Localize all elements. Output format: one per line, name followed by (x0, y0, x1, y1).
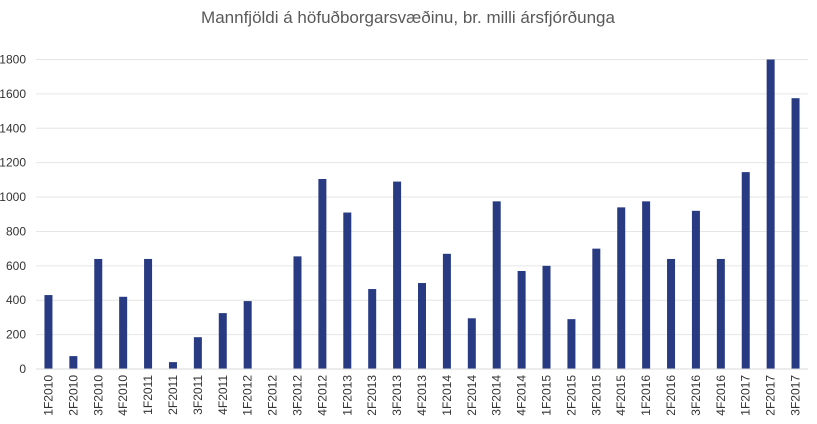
bar-1F2014 (442, 253, 451, 369)
bar-3F2017 (791, 98, 800, 369)
x-tick-label: 2F2016 (664, 375, 678, 416)
x-tick-label: 3F2012 (290, 375, 304, 416)
y-tick-label: 800 (6, 224, 26, 238)
x-tick-label: 4F2011 (216, 375, 230, 415)
bar-1F2013 (343, 212, 352, 369)
x-tick-label: 1F2012 (241, 375, 255, 416)
x-tick-label: 1F2014 (440, 375, 454, 416)
bar-1F2012 (243, 301, 252, 369)
bar-3F2011 (193, 337, 202, 369)
x-tick-label: 3F2010 (91, 375, 105, 416)
x-tick-label: 4F2016 (714, 375, 728, 416)
bar-1F2015 (542, 265, 551, 369)
chart-title: Mannfjöldi á höfuðborgarsvæðinu, br. mil… (201, 8, 615, 27)
x-tick-label: 1F2013 (340, 375, 354, 416)
bar-3F2016 (691, 210, 700, 369)
x-tick-label: 3F2014 (490, 375, 504, 416)
bar-1F2017 (741, 172, 750, 369)
bar-1F2011 (144, 258, 153, 369)
bar-4F2011 (218, 313, 227, 369)
x-tick-label: 3F2017 (789, 375, 803, 416)
x-tick-label: 3F2016 (689, 375, 703, 416)
bar-4F2015 (617, 207, 626, 369)
x-tick-label: 2F2015 (564, 375, 578, 416)
x-axis-ticks: 1F2010 2F2010 3F2010 4F2010 1F2011 2F2011 3F20… (41, 375, 802, 416)
x-tick-label: 3F2013 (390, 375, 404, 416)
x-tick-label: 3F2015 (589, 375, 603, 416)
bar-2F2011 (168, 362, 177, 369)
x-tick-label: 4F2015 (614, 375, 628, 416)
bar-2F2010 (69, 356, 78, 369)
x-tick-label: 1F2010 (41, 375, 55, 416)
x-tick-label: 4F2013 (415, 375, 429, 416)
x-tick-label: 1F2016 (639, 375, 653, 416)
x-tick-label: 1F2017 (739, 375, 753, 416)
bar-4F2016 (716, 258, 725, 369)
y-tick-label: 1000 (0, 190, 26, 204)
bars (44, 59, 800, 369)
x-tick-label: 1F2015 (540, 375, 554, 416)
x-tick-label: 4F2014 (515, 375, 529, 416)
x-tick-label: 3F2011 (191, 375, 205, 415)
bar-3F2013 (393, 181, 402, 369)
x-tick-label: 4F2012 (315, 375, 329, 416)
bar-2F2015 (567, 319, 576, 369)
x-tick-label: 4F2010 (116, 375, 130, 416)
bar-3F2014 (492, 201, 501, 369)
bar-2F2017 (766, 59, 775, 369)
x-tick-label: 2F2011 (166, 375, 180, 415)
x-tick-label: 2F2014 (465, 375, 479, 416)
gridlines (36, 59, 808, 336)
bar-4F2014 (517, 270, 526, 369)
x-tick-label: 1F2011 (141, 375, 155, 415)
x-tick-label: 2F2013 (365, 375, 379, 416)
bar-4F2012 (318, 179, 327, 369)
y-tick-label: 1200 (0, 156, 26, 170)
x-tick-label: 2F2017 (764, 375, 778, 416)
bar-1F2016 (642, 201, 651, 369)
bar-2F2014 (467, 318, 476, 369)
bar-3F2015 (592, 248, 601, 369)
y-tick-label: 1600 (0, 87, 26, 101)
bar-4F2013 (418, 283, 426, 369)
x-tick-label: 2F2010 (66, 375, 80, 416)
x-tick-label: 2F2012 (266, 375, 280, 416)
y-tick-label: 1400 (0, 121, 26, 135)
bar-1F2010 (44, 295, 53, 369)
y-tick-label: 400 (6, 293, 26, 307)
y-tick-label: 200 (6, 328, 26, 342)
y-tick-label: 0 (19, 362, 26, 376)
bar-2F2013 (368, 289, 377, 369)
y-tick-label: 1800 (0, 53, 26, 67)
bar-2F2016 (667, 258, 676, 369)
y-tick-label: 600 (6, 259, 26, 273)
bar-4F2010 (119, 296, 128, 369)
bar-3F2010 (94, 258, 103, 369)
y-axis-ticks: 0 200 400 600 800 1000 1200 1400 1600 1800 (0, 53, 26, 377)
bar-3F2012 (293, 256, 302, 369)
